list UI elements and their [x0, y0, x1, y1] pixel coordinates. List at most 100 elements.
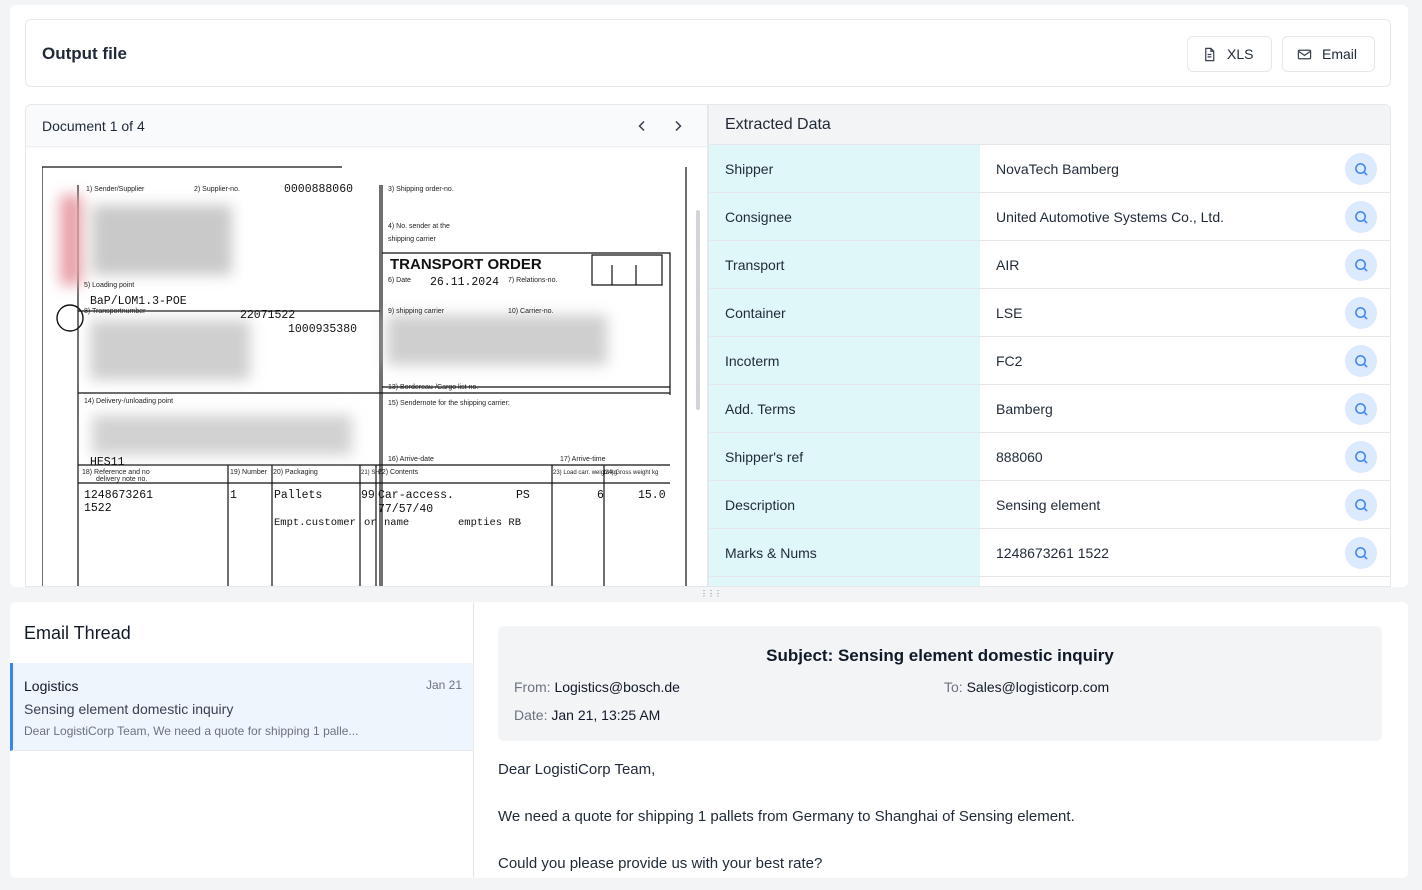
no-sender-label-2: shipping carrier — [388, 236, 437, 243]
to-address[interactable]: Sales@logisticorp.com — [966, 679, 1110, 695]
stamp-circle — [56, 304, 84, 332]
field-value: 1248673261 1522 — [980, 529, 1390, 576]
contents-ps: PS — [516, 489, 530, 502]
field-label — [709, 577, 980, 586]
field-value-text: Sensing element — [996, 496, 1101, 513]
extracted-row-shippers-ref: Shipper's ref 888060 — [709, 433, 1390, 481]
search-icon — [1354, 546, 1368, 560]
reference-number-2: 1522 — [84, 502, 112, 515]
unloading-code: HES11 — [90, 456, 125, 469]
search-icon — [1354, 354, 1368, 368]
contents-value: Car-access. — [378, 489, 454, 502]
locate-incoterm-button[interactable] — [1345, 345, 1377, 377]
field-value: LSE — [980, 289, 1390, 336]
email-to: To: Sales@logisticorp.com — [944, 679, 1109, 695]
extracted-row-marks-nums: Marks & Nums 1248673261 1522 — [709, 529, 1390, 577]
xls-button[interactable]: XLS — [1187, 36, 1272, 72]
sh-value-2: or — [364, 517, 377, 529]
gross-weight-label: 24) Gross weight kg — [605, 470, 658, 476]
field-value-text: Bamberg — [996, 400, 1053, 417]
field-label: Shipper — [709, 145, 980, 192]
field-value-text: 888060 — [996, 448, 1043, 465]
customer-number: 1000935380 — [288, 323, 357, 336]
document-scrollbar[interactable] — [696, 210, 700, 410]
field-label: Marks & Nums — [709, 529, 980, 576]
email-thread-title: Email Thread — [24, 623, 131, 643]
from-label: From: — [514, 679, 551, 695]
field-value: Sensing element — [980, 481, 1390, 528]
supplier-number: 0000888060 — [284, 183, 353, 196]
extracted-row-add-terms: Add. Terms Bamberg — [709, 385, 1390, 433]
prev-document-button[interactable] — [632, 116, 652, 136]
document-viewer: Document 1 of 4 — [25, 104, 708, 587]
field-value-text: AIR — [996, 256, 1020, 273]
locate-description-button[interactable] — [1345, 489, 1377, 521]
extracted-row-container: Container LSE — [709, 289, 1390, 337]
document-header: Document 1 of 4 — [26, 105, 707, 147]
reference-number: 1248673261 — [84, 489, 153, 502]
search-icon — [1354, 210, 1368, 224]
extracted-row-consignee: Consignee United Automotive Systems Co.,… — [709, 193, 1390, 241]
next-document-button[interactable] — [668, 116, 688, 136]
sh-value: 99 — [361, 489, 375, 502]
email-button-label: Email — [1322, 46, 1358, 62]
search-icon — [1354, 450, 1368, 464]
packaging-value: Pallets — [274, 489, 322, 502]
email-subject: Subject: Sensing element domestic inquir… — [766, 646, 1114, 665]
sender-label: 1) Sender/Supplier — [86, 186, 145, 193]
locate-shipper-button[interactable] — [1345, 153, 1377, 185]
order-date: 26.11.2024 — [430, 276, 499, 289]
arrive-date-label: 16) Arrive-date — [388, 456, 434, 463]
gross-weight-value: 15.0 — [638, 489, 666, 502]
locate-container-button[interactable] — [1345, 297, 1377, 329]
field-label: Shipper's ref — [709, 433, 980, 480]
email-button[interactable]: Email — [1282, 36, 1375, 72]
output-file-bar: Output file XLS Email — [25, 19, 1391, 87]
extracted-row-transport: Transport AIR — [709, 241, 1390, 289]
load-weight-label: 23) Load carr. weight kg — [553, 470, 617, 476]
locate-consignee-button[interactable] — [1345, 201, 1377, 233]
bordereau-label: 13) Bordereau-/Cargo list no. — [388, 384, 478, 391]
email-header: Subject: Sensing element domestic inquir… — [498, 626, 1382, 741]
transport-number-label: 8) Transportnumber — [84, 308, 146, 315]
locate-transport-button[interactable] — [1345, 249, 1377, 281]
contents-value-4: empties RB — [458, 517, 521, 529]
field-value-text: FC2 — [996, 352, 1023, 369]
extracted-row-partial — [709, 577, 1390, 586]
thread-subject: Sensing element domestic inquiry — [24, 701, 234, 717]
file-icon — [1205, 47, 1215, 61]
email-thread-pane: Email Thread Logistics Jan 21 Sensing el… — [10, 602, 474, 878]
email-body-paragraph: We need a quote for shipping 1 pallets f… — [498, 808, 1075, 825]
document-counter: Document 1 of 4 — [42, 117, 145, 134]
field-value-text: NovaTech Bamberg — [996, 160, 1119, 177]
email-body-greeting: Dear LogistiCorp Team, — [498, 761, 656, 778]
contents-value-3: name — [384, 517, 409, 529]
field-label: Description — [709, 481, 980, 528]
thread-list-item[interactable]: Logistics Jan 21 Sensing element domesti… — [10, 663, 473, 751]
output-file-title: Output file — [42, 44, 127, 63]
shipping-order-label: 3) Shipping order-no. — [388, 186, 454, 193]
extracted-data-title: Extracted Data — [725, 115, 831, 133]
locate-add-terms-button[interactable] — [1345, 393, 1377, 425]
from-address[interactable]: Logistics@bosch.de — [554, 679, 680, 695]
search-icon — [1354, 258, 1368, 272]
mail-icon — [1297, 49, 1312, 59]
locate-marks-nums-button[interactable] — [1345, 537, 1377, 569]
locate-shippers-ref-button[interactable] — [1345, 441, 1377, 473]
extracted-row-description: Description Sensing element — [709, 481, 1390, 529]
field-value-text: 1248673261 1522 — [996, 544, 1109, 561]
extracted-row-incoterm: Incoterm FC2 — [709, 337, 1390, 385]
field-label: Consignee — [709, 193, 980, 240]
sendernote-label: 15) Sendernote for the shipping carrier: — [388, 400, 510, 407]
reference-label: 18) Reference and no — [82, 469, 150, 476]
load-weight-value: 6 — [597, 489, 604, 502]
field-value-text: United Automotive Systems Co., Ltd. — [996, 208, 1224, 225]
document-scan-area[interactable]: 1) Sender/Supplier 2) Supplier-no. 3) Sh… — [26, 148, 707, 586]
field-value: 888060 — [980, 433, 1390, 480]
item-count: 1 — [230, 489, 237, 502]
resize-handle-icon[interactable]: ⋮⋮⋮ — [700, 589, 722, 598]
reference-label-2: delivery note no. — [96, 476, 147, 483]
contents-label: 22) Contents — [378, 469, 419, 476]
field-label: Incoterm — [709, 337, 980, 384]
chevron-right-icon — [675, 120, 682, 132]
